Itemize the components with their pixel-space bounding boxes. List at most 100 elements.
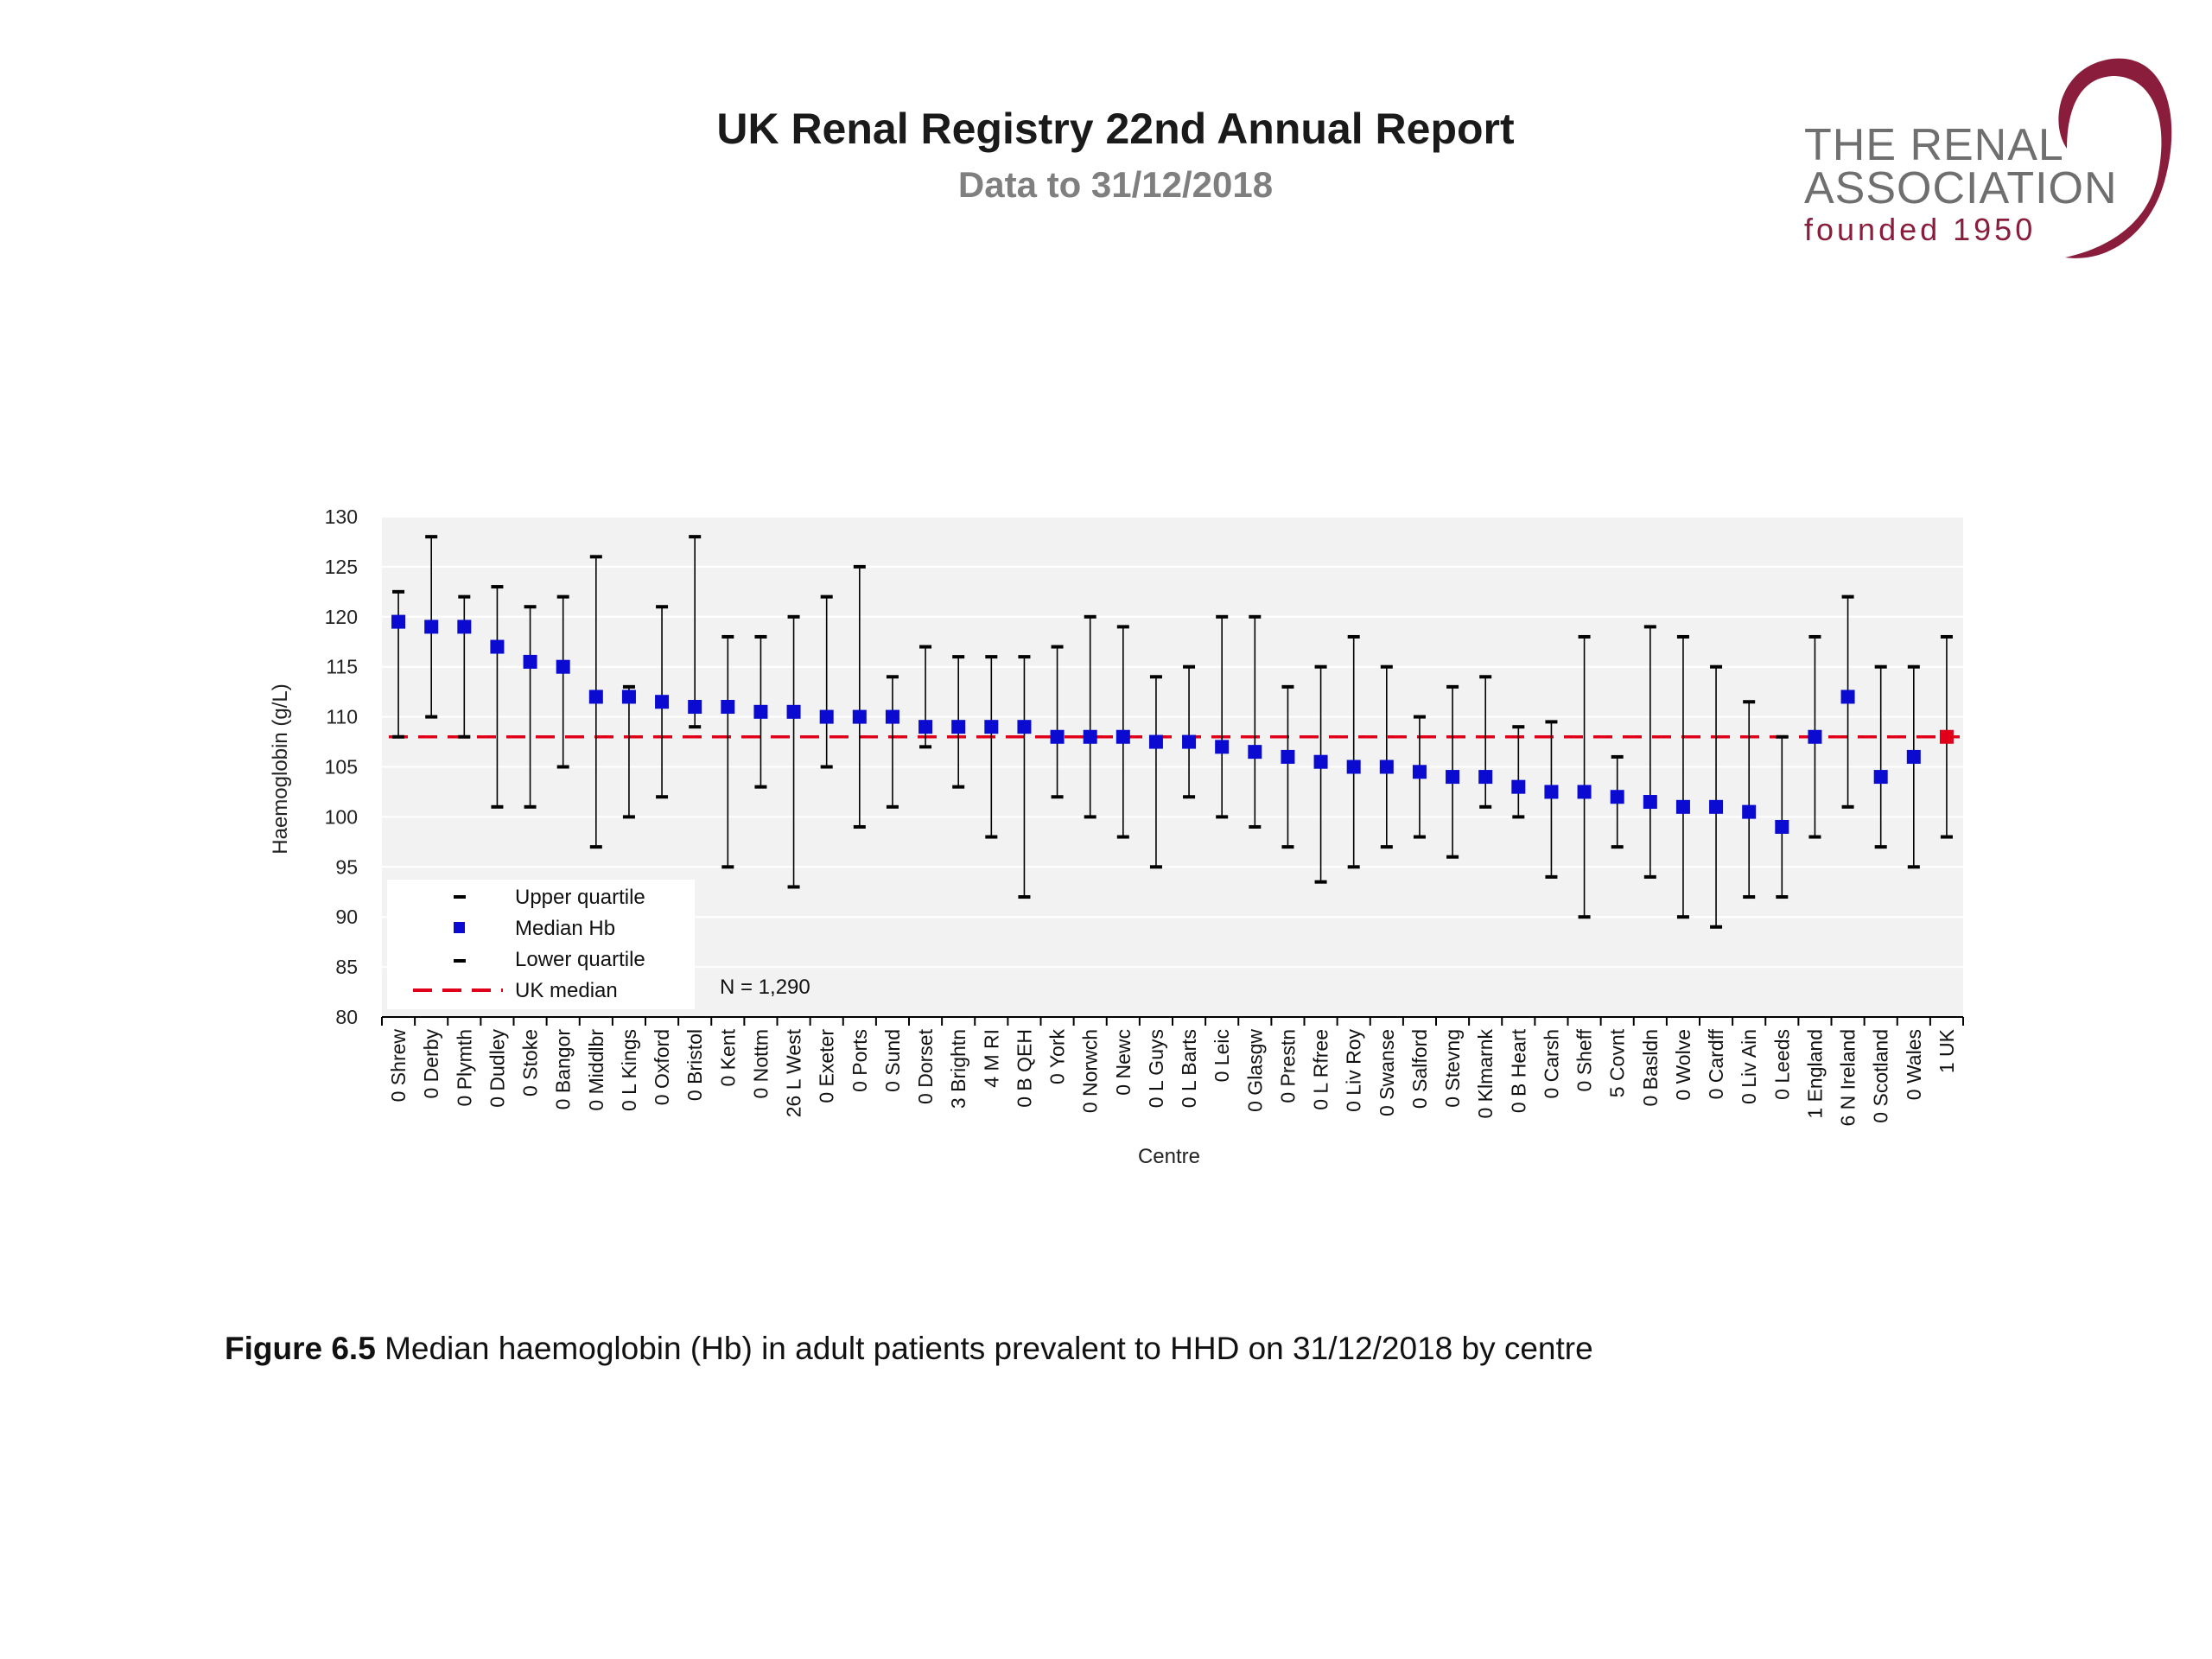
- x-tick-label: 0 B QEH: [1013, 1029, 1035, 1108]
- upper-quartile-mark: [1776, 734, 1789, 739]
- x-tick-label: 0 Oxford: [651, 1029, 673, 1105]
- lower-quartile-mark: [1907, 865, 1920, 869]
- median-point: [457, 620, 472, 634]
- lower-quartile-mark: [1380, 845, 1393, 849]
- upper-quartile-mark: [1380, 664, 1393, 669]
- upper-quartile-mark: [458, 594, 471, 599]
- slide-title: UK Renal Registry 22nd Annual Report: [716, 105, 1515, 153]
- lower-quartile-mark: [1314, 880, 1327, 884]
- median-point: [1478, 770, 1493, 785]
- x-tick-label: 0 Kent: [716, 1028, 739, 1086]
- upper-quartile-mark: [1446, 684, 1459, 689]
- x-tick-label: 0 Cardff: [1705, 1028, 1727, 1099]
- upper-quartile-mark: [952, 655, 965, 659]
- median-point: [490, 639, 505, 654]
- upper-quartile-mark: [524, 605, 537, 609]
- upper-quartile-mark: [1347, 634, 1360, 639]
- x-tick-label: 0 Sund: [881, 1029, 904, 1092]
- x-tick-label: 0 Dudley: [486, 1029, 508, 1108]
- x-tick-label: 0 Norwch: [1079, 1029, 1102, 1113]
- y-axis-label: Haemoglobin (g/L): [269, 683, 292, 854]
- x-tick-label: 0 Bristol: [683, 1029, 706, 1101]
- legend-lower-quartile-label: Lower quartile: [515, 948, 645, 971]
- x-tick-label: 0 Carsh: [1540, 1029, 1562, 1099]
- lower-quartile-mark: [1874, 845, 1887, 849]
- lower-quartile-mark: [1018, 895, 1031, 899]
- median-point: [1412, 765, 1427, 779]
- logo-line-2: ASSOCIATION: [1804, 163, 2118, 213]
- lower-quartile-mark: [820, 765, 833, 769]
- median-point: [1215, 740, 1230, 754]
- upper-quartile-mark: [1183, 664, 1196, 669]
- lower-quartile-mark: [689, 725, 702, 729]
- median-point: [1017, 720, 1032, 734]
- lower-quartile-mark: [524, 804, 537, 809]
- x-tick-label: 4 M RI: [980, 1029, 1002, 1088]
- x-tick-label: 0 Exeter: [816, 1029, 838, 1103]
- lower-quartile-mark: [1808, 835, 1821, 839]
- median-points: [391, 614, 1954, 834]
- upper-quartile-mark: [1940, 634, 1953, 639]
- upper-quartile-mark: [820, 594, 833, 599]
- median-point: [1873, 770, 1888, 785]
- x-tick-label: 0 Scotland: [1870, 1029, 1892, 1123]
- upper-quartile-mark: [1676, 634, 1689, 639]
- lower-quartile-mark: [1249, 824, 1262, 829]
- median-point: [1610, 790, 1624, 804]
- uk-median-point: [1939, 729, 1954, 744]
- upper-quartile-mark: [1116, 625, 1129, 629]
- lower-quartile-mark: [1183, 795, 1196, 799]
- median-point: [1840, 690, 1855, 704]
- x-tick-label: 6 N Ireland: [1837, 1029, 1859, 1127]
- upper-quartile-mark: [919, 645, 932, 649]
- median-point: [721, 700, 735, 715]
- x-tick-label: 0 Middlbr: [585, 1029, 607, 1111]
- median-point: [885, 709, 899, 724]
- y-tick-label: 120: [325, 606, 358, 628]
- median-point: [1906, 749, 1921, 764]
- upper-quartile-mark: [1907, 664, 1920, 669]
- x-tick-label: 0 Klmarnk: [1474, 1029, 1497, 1119]
- upper-quartile-mark: [721, 634, 734, 639]
- y-tick-label: 125: [325, 556, 358, 578]
- lower-quartile-mark: [919, 745, 932, 749]
- upper-quartile-mark: [754, 634, 767, 639]
- lower-quartile-mark: [1216, 815, 1229, 819]
- lower-quartile-mark: [1479, 804, 1492, 809]
- lower-quartile-mark: [985, 835, 998, 839]
- legend-box: [387, 880, 695, 1009]
- median-point: [1182, 734, 1197, 749]
- median-point: [1083, 729, 1097, 744]
- upper-quartile-mark: [1743, 700, 1756, 704]
- lower-quartile-mark: [458, 734, 471, 739]
- upper-quartile-mark: [622, 684, 635, 689]
- x-tick-label: 26 L West: [783, 1028, 805, 1117]
- x-tick-label: 1 UK: [1936, 1028, 1958, 1073]
- median-point: [1116, 729, 1130, 744]
- lower-quartile-mark: [1841, 804, 1854, 809]
- upper-quartile-mark: [1216, 614, 1229, 619]
- median-point: [1742, 804, 1757, 819]
- median-point: [951, 720, 966, 734]
- median-point: [556, 659, 570, 674]
- median-point: [1148, 734, 1163, 749]
- x-tick-label: 0 Stevng: [1441, 1029, 1464, 1108]
- lower-quartile-mark: [853, 824, 866, 829]
- x-tick-label: 5 Covnt: [1606, 1028, 1629, 1097]
- x-tick-label: 0 Glasgw: [1243, 1029, 1266, 1112]
- median-point: [852, 709, 867, 724]
- y-tick-label: 105: [325, 756, 358, 779]
- x-tick-label: 0 L Kings: [618, 1029, 640, 1111]
- median-point: [523, 654, 537, 669]
- upper-quartile-mark: [656, 605, 669, 609]
- upper-quartile-mark: [556, 594, 569, 599]
- median-point: [391, 614, 406, 629]
- x-axis-label: Centre: [1138, 1145, 1200, 1168]
- x-tick-label: 0 Bangor: [552, 1029, 575, 1110]
- upper-quartile-mark: [1051, 645, 1064, 649]
- x-tick-label: 0 L Barts: [1178, 1029, 1200, 1108]
- lower-quartile-mark: [1347, 865, 1360, 869]
- x-tick-label: 0 L Guys: [1145, 1029, 1167, 1108]
- lower-quartile-mark: [886, 804, 899, 809]
